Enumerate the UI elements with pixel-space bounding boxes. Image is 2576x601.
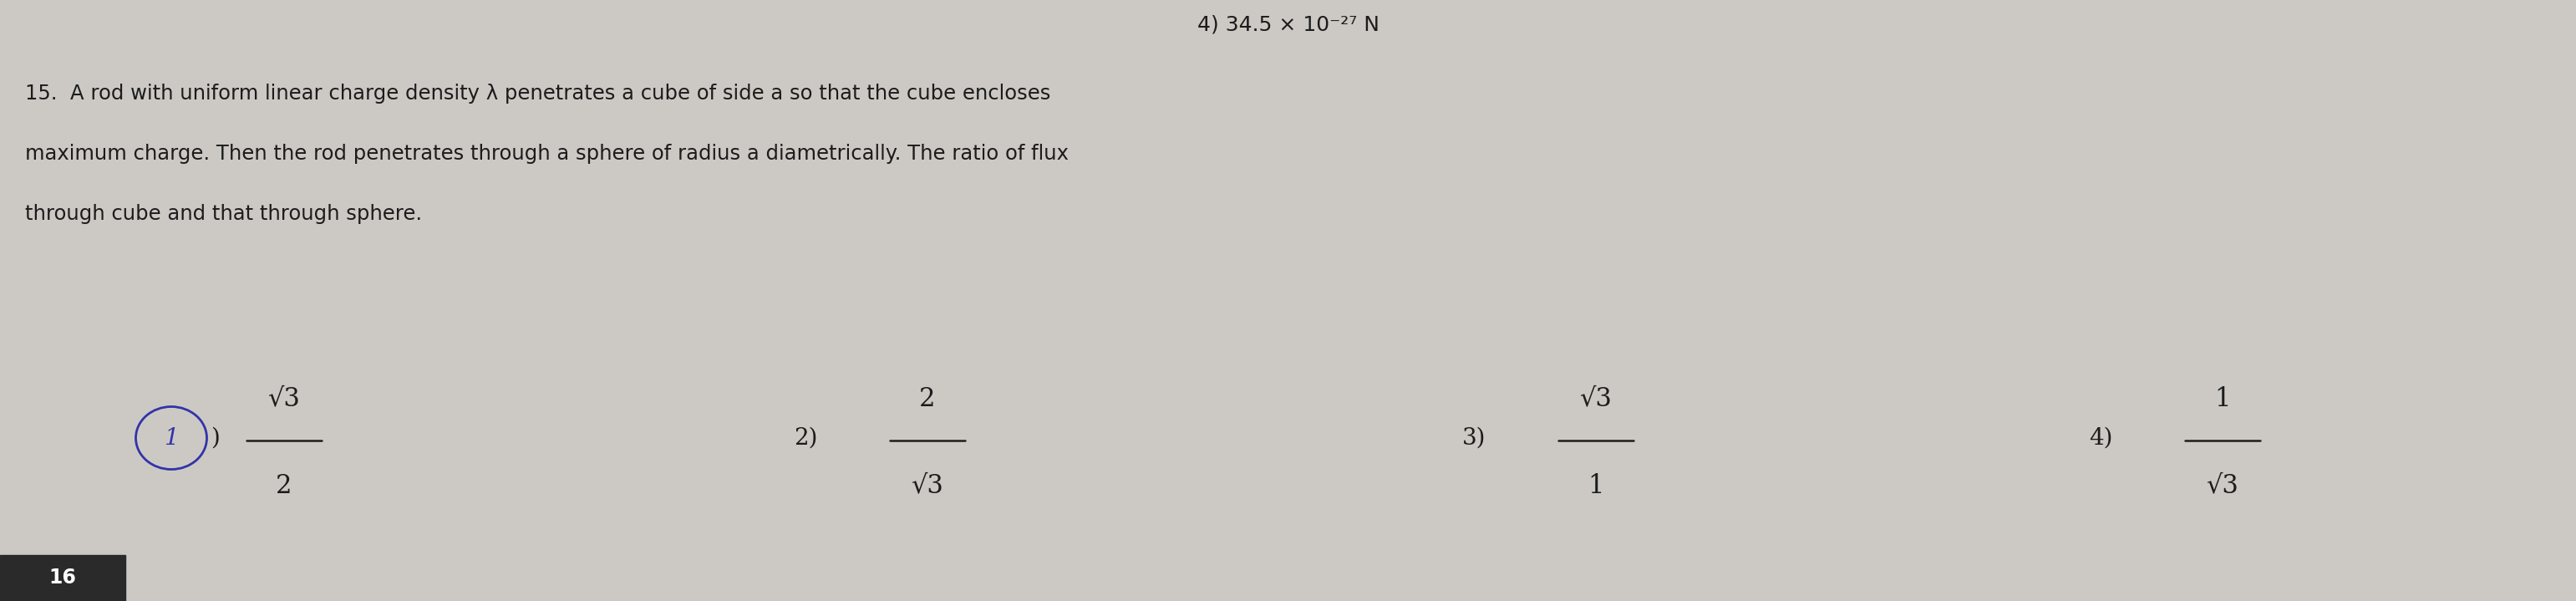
Text: 1: 1: [1587, 473, 1605, 499]
Text: 2: 2: [920, 386, 935, 412]
Text: 2): 2): [793, 427, 817, 450]
Text: 1: 1: [2215, 386, 2231, 412]
FancyBboxPatch shape: [0, 555, 126, 601]
Text: 4) 34.5 × 10⁻²⁷ N: 4) 34.5 × 10⁻²⁷ N: [1198, 15, 1378, 35]
Text: maximum charge. Then the rod penetrates through a sphere of radius a diametrical: maximum charge. Then the rod penetrates …: [26, 144, 1069, 164]
Text: √3: √3: [2205, 473, 2239, 499]
Text: ): ): [211, 427, 219, 450]
Text: 3): 3): [1463, 427, 1486, 450]
Text: 15.  A rod with uniform linear charge density λ penetrates a cube of side a so t: 15. A rod with uniform linear charge den…: [26, 84, 1051, 103]
Text: 1: 1: [165, 427, 178, 450]
Text: 2: 2: [276, 473, 291, 499]
Text: 16: 16: [49, 568, 77, 588]
Text: √3: √3: [912, 473, 943, 499]
Text: 4): 4): [2089, 427, 2112, 450]
Text: √3: √3: [268, 386, 301, 412]
Text: √3: √3: [1579, 386, 1613, 412]
Text: through cube and that through sphere.: through cube and that through sphere.: [26, 204, 422, 224]
